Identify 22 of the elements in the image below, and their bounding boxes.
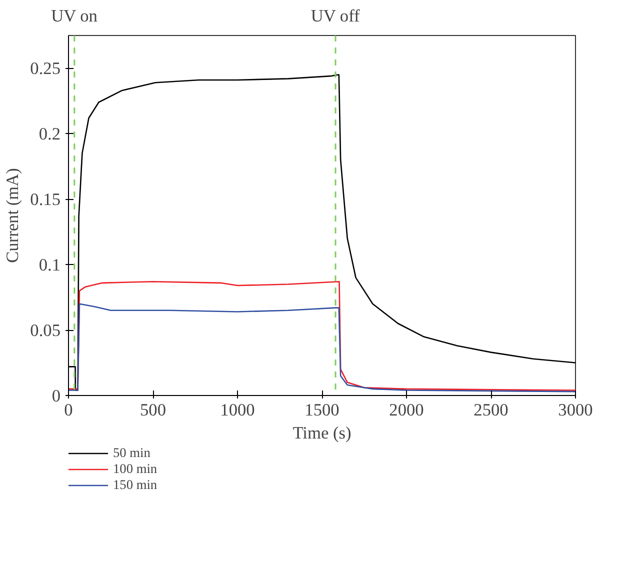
legend-label: 50 min: [113, 445, 150, 461]
y-tick-label: 0: [52, 386, 61, 406]
x-tick-label: 500: [140, 400, 166, 420]
x-axis-title: Time (s): [292, 424, 352, 442]
y-tick-label: 0.05: [30, 321, 61, 340]
y-tick-label: 0.2: [38, 124, 61, 144]
x-tick-label: 0: [64, 400, 73, 420]
y-axis-title: Current (mA): [3, 168, 22, 263]
x-tick-label: 1500: [304, 400, 340, 420]
legend-label: 150 min: [113, 477, 158, 493]
x-tick-label: 1000: [220, 400, 255, 420]
y-tick-label: 0.1: [38, 256, 61, 275]
legend-label: 100 min: [113, 461, 158, 477]
line-series: [68, 303, 576, 392]
x-tick-label: 2000: [389, 400, 424, 420]
ref-line-label: UV off: [310, 6, 360, 26]
x-tick-label: 3000: [558, 400, 593, 420]
y-tick-label: 0.25: [30, 59, 61, 78]
x-tick-label: 2500: [474, 400, 508, 420]
y-tick-label: 0.15: [30, 190, 61, 210]
line-series: [68, 280, 576, 391]
ref-line-label: UV on: [51, 6, 98, 26]
